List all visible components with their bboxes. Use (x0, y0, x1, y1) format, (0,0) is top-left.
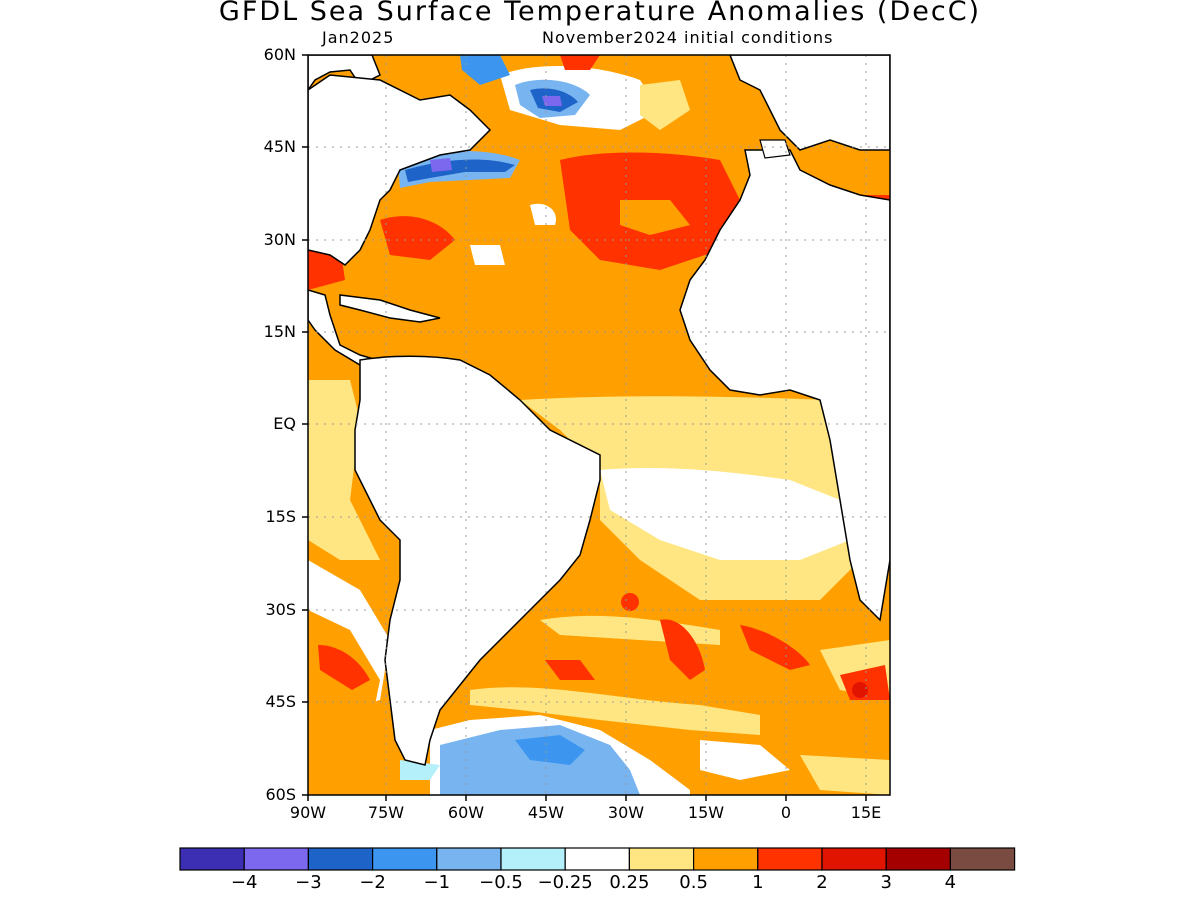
colorbar-swatch (821, 847, 887, 871)
colorbar-label: −4 (230, 872, 258, 893)
colorbar-swatch (372, 847, 438, 871)
anomaly-warm-hole (620, 200, 690, 235)
map-title: GFDL Sea Surface Temperature Anomalies (… (218, 0, 982, 27)
lon-label: 60W (447, 803, 485, 822)
anomaly-hot-pacific (318, 645, 370, 690)
map-frame (307, 54, 891, 796)
lat-label: EQ (273, 414, 296, 433)
lat-label: 60N (263, 45, 296, 64)
lat-label: 15N (263, 322, 296, 341)
colorbar-swatch (628, 847, 695, 871)
colorbar-label: 0.25 (609, 872, 650, 893)
colorbar-swatch (500, 847, 566, 871)
anomaly-cool-north-2 (460, 55, 510, 85)
lat-label: 45S (265, 692, 296, 711)
colorbar-label: 4 (944, 872, 957, 893)
lon-label: 15E (850, 803, 882, 822)
lat-label: 45N (263, 137, 296, 156)
lat-label: 30N (263, 230, 296, 249)
lon-label: 75W (367, 803, 405, 822)
anomaly-hot-blob-4 (545, 660, 595, 680)
colorbar-swatch (179, 847, 245, 871)
land-south-america (354, 355, 601, 766)
lon-label: 90W (289, 803, 327, 822)
forecast-month: Jan2025 (322, 28, 395, 47)
anomaly-hot-blob-2 (740, 625, 810, 670)
colorbar (179, 847, 1016, 871)
colorbar-swatch (949, 847, 1016, 871)
anomaly-weak-pacific (308, 380, 380, 560)
anomaly-hot-blob-3 (621, 593, 639, 611)
anomaly-cold-south (515, 735, 585, 765)
anomaly-weak-streak-1 (470, 687, 760, 735)
colorbar-label: −0.25 (537, 872, 593, 893)
colorbar-label: −2 (359, 872, 386, 893)
colorbar-label: −1 (423, 872, 451, 893)
lat-label: 15S (265, 507, 296, 526)
colorbar-label: −0.5 (479, 872, 523, 893)
colorbar-swatch (243, 847, 309, 871)
colorbar-swatch (885, 847, 952, 871)
anomaly-slight-cool-south (400, 760, 440, 780)
land-caribbean (339, 294, 441, 323)
colorbar-label: −3 (295, 872, 322, 893)
colorbar-swatch (692, 847, 759, 871)
anomaly-weak-north (640, 80, 690, 130)
land-africa (679, 149, 890, 622)
lon-label: 45W (527, 803, 565, 822)
colorbar-label: 3 (880, 872, 892, 893)
anomaly-hot-north-2 (380, 216, 455, 260)
anomaly-neutral-band (600, 468, 850, 560)
graticule (308, 55, 890, 795)
lon-label: 0 (780, 803, 792, 822)
lat-label: 30S (265, 600, 296, 619)
initial-conditions-label: November2024 initial conditions (542, 28, 834, 47)
colorbar-swatch (436, 847, 502, 871)
lon-label: 15W (687, 803, 725, 822)
anomaly-weak-streak-4 (800, 755, 890, 795)
colorbar-label: 2 (816, 872, 828, 893)
anomaly-very-cold-north-1 (542, 96, 562, 106)
anomaly-very-cold-north-3 (430, 158, 452, 172)
anomaly-neutral-patch-1 (530, 203, 556, 225)
lat-label: 60S (265, 785, 296, 804)
anomaly-hotter-blob (852, 682, 868, 698)
anomaly-hot-blob-1 (660, 619, 705, 680)
land-europe (729, 55, 890, 151)
colorbar-swatch (757, 847, 823, 871)
colorbar-swatch (564, 847, 631, 871)
anomaly-neutral-streak (700, 740, 790, 780)
axis-ticks (302, 54, 867, 801)
anomaly-hot-north-3 (560, 55, 600, 70)
lon-label: 30W (607, 803, 645, 822)
anomaly-neutral-patch-2 (470, 245, 505, 265)
colorbar-label: 0.5 (679, 872, 708, 893)
colorbar-label: 1 (752, 872, 764, 893)
land-iberia (759, 139, 791, 159)
land-north-america (308, 74, 492, 266)
colorbar-swatch (307, 847, 374, 871)
